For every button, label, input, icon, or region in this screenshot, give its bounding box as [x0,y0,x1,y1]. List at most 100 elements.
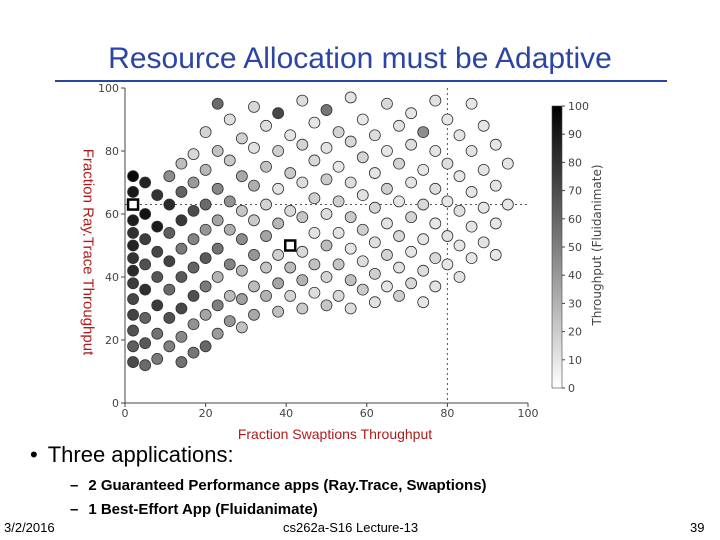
data-point [417,296,430,309]
data-point [453,271,466,283]
data-point [187,148,200,161]
data-point [465,220,478,233]
data-point [211,97,224,110]
data-point [187,346,200,359]
data-point [187,318,200,331]
data-point [489,179,502,192]
data-point [139,233,152,246]
data-point [344,211,357,224]
data-point [393,157,405,170]
sub-item-2: –1 Best-Effort App (Fluidanimate) [70,501,318,518]
data-point [296,176,309,189]
data-point [332,195,345,208]
data-point [163,255,176,268]
data-point [211,214,224,227]
data-point [272,305,285,318]
data-point [320,173,333,186]
data-point [127,239,139,252]
footer-course: cs262a-S16 Lecture-13 [283,520,419,535]
data-point [320,299,333,312]
data-point [429,182,442,195]
data-point [127,308,139,321]
data-point [127,340,139,353]
data-point [381,145,393,157]
data-point [332,226,345,239]
data-point [417,233,430,246]
data-point [368,129,381,142]
colorbar-tick-label: 50 [568,241,582,254]
data-point [296,138,309,151]
data-point [477,163,490,176]
data-point [296,211,309,224]
data-point [429,94,442,107]
data-point [211,327,224,340]
data-point [163,340,176,353]
data-point [308,258,321,271]
data-point [211,145,224,157]
data-point [405,245,418,258]
slide-title: Resource Allocation must be Adaptive [108,42,612,75]
data-point [175,214,188,227]
data-point [308,286,321,299]
data-point [163,198,176,211]
data-point [381,249,393,261]
data-point [296,274,309,287]
x-tick-label: 100 [518,407,539,420]
data-point [272,249,285,261]
data-point [429,217,442,230]
data-point [223,195,236,208]
data-point [320,271,333,283]
data-point [139,208,152,220]
data-point [368,267,381,280]
data-point [393,230,405,242]
data-point [344,176,357,189]
data-point [284,261,297,274]
data-point [489,217,502,230]
data-point [151,299,164,312]
data-point [248,179,260,192]
data-point [344,91,357,104]
data-point [127,214,139,227]
data-point [260,230,272,242]
data-point [235,321,248,334]
sub-item-text: 1 Best-Effort App (Fluidanimate) [88,501,318,518]
data-point [211,242,224,255]
data-point [127,226,139,239]
data-point [405,107,418,120]
data-point [320,208,333,220]
data-point [429,145,442,157]
footer-date: 3/2/2016 [4,520,55,535]
data-point [151,271,164,283]
x-tick-label: 60 [360,407,374,420]
data-point [489,138,502,151]
bullet-text: Three applications: [47,442,234,467]
data-point [223,289,236,302]
data-point [453,129,466,142]
data-point [465,252,478,265]
colorbar-tick-label: 90 [568,128,582,141]
data-point [344,135,357,148]
data-point [465,97,478,110]
data-point [175,302,188,315]
data-point [381,182,393,195]
colorbar-tick-label: 60 [568,213,582,226]
data-point [163,170,176,183]
data-point [163,283,176,296]
data-point [308,154,321,167]
data-point [139,337,152,350]
data-point [248,141,260,154]
data-point [465,186,478,198]
data-point [393,289,405,302]
data-point [417,126,430,139]
data-point [235,264,248,277]
data-point [296,245,309,258]
data-point [199,163,212,176]
data-point [368,201,381,214]
x-tick-label: 40 [279,407,293,420]
bullet-dot: • [30,442,38,467]
data-point [139,359,152,372]
data-point [163,312,176,324]
data-point [235,204,248,217]
data-point [320,141,333,154]
data-point [151,327,164,340]
